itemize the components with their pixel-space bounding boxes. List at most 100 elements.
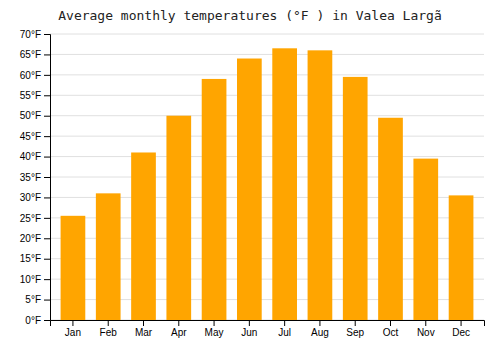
y-tick: 25°F <box>20 213 50 224</box>
y-tick: 65°F <box>20 49 50 60</box>
bar <box>272 48 297 320</box>
x-tick: Aug <box>311 320 329 338</box>
x-tick: Sep <box>346 320 364 338</box>
tick-label: Apr <box>171 327 187 338</box>
tick-mark <box>108 320 109 326</box>
x-tick: Dec <box>452 320 470 338</box>
tick-label: 55°F <box>20 90 41 101</box>
tick-mark <box>214 320 215 326</box>
tick-mark <box>72 320 73 326</box>
grid-line <box>50 74 484 75</box>
y-tick: 70°F <box>20 29 50 40</box>
x-tick: Feb <box>100 320 118 338</box>
tick-mark <box>44 279 50 280</box>
grid-line <box>50 156 484 157</box>
tick-mark <box>44 116 50 117</box>
plot-area: 0°F 5°F 10°F 15°F 20°F 25°F 30°F 35°F 40°F 45°F 50… <box>20 29 485 338</box>
grid-line <box>50 115 484 116</box>
tick-label: 0°F <box>25 315 41 326</box>
bar <box>166 116 191 320</box>
tick-mark <box>44 218 50 219</box>
tick-label: Jul <box>278 327 291 338</box>
tick-mark <box>44 75 50 76</box>
chart-container: Average monthly temperatures (°F ) in Va… <box>0 0 500 350</box>
tick-label: 30°F <box>20 192 41 203</box>
bar <box>449 195 474 320</box>
bar <box>61 216 86 320</box>
x-tick: Jun <box>241 320 257 338</box>
y-tick: 20°F <box>20 233 50 244</box>
grid-line <box>50 136 484 137</box>
bars <box>61 48 474 320</box>
x-tick: Apr <box>171 320 187 338</box>
x-tick: Oct <box>383 320 399 338</box>
tick-label: Nov <box>417 327 435 338</box>
y-tick: 35°F <box>20 172 50 183</box>
tick-mark <box>178 320 179 326</box>
y-tick: 55°F <box>20 90 50 101</box>
tick-mark <box>44 197 50 198</box>
tick-mark <box>44 157 50 158</box>
tick-label: 50°F <box>20 110 41 121</box>
tick-mark <box>319 320 320 326</box>
bar <box>308 50 333 320</box>
x-tick: Jul <box>278 320 291 338</box>
tick-mark <box>44 136 50 137</box>
y-tick: 60°F <box>20 70 50 81</box>
x-axis: Jan Feb Mar Apr May Jun Jul Aug Sep Oct Nov Dec <box>51 320 485 338</box>
tick-mark <box>461 320 462 326</box>
tick-mark <box>249 320 250 326</box>
tick-label: 5°F <box>25 294 41 305</box>
tick-label: 20°F <box>20 233 41 244</box>
tick-label: May <box>205 327 224 338</box>
tick-mark <box>284 320 285 326</box>
y-axis: 0°F 5°F 10°F 15°F 20°F 25°F 30°F 35°F 40°F 45°F 50… <box>20 29 51 326</box>
y-tick: 30°F <box>20 192 50 203</box>
tick-label: Aug <box>311 327 329 338</box>
chart-svg: Average monthly temperatures (°F ) in Va… <box>0 0 500 350</box>
tick-label: 40°F <box>20 151 41 162</box>
grid-line <box>50 54 484 55</box>
bar <box>96 193 121 320</box>
grid-line <box>50 95 484 96</box>
tick-label: Jun <box>241 327 257 338</box>
chart-title: Average monthly temperatures (°F ) in Va… <box>58 8 442 23</box>
tick-label: Oct <box>383 327 399 338</box>
tick-mark <box>44 320 50 321</box>
bar <box>131 152 156 320</box>
tick-label: 60°F <box>20 70 41 81</box>
bar <box>237 59 262 320</box>
tick-mark <box>44 300 50 301</box>
tick-mark <box>44 238 50 239</box>
bar <box>413 159 438 320</box>
tick-mark <box>390 320 391 326</box>
axis-domain <box>51 321 485 327</box>
y-tick: 10°F <box>20 274 50 285</box>
tick-label: 15°F <box>20 253 41 264</box>
tick-label: 10°F <box>20 274 41 285</box>
x-tick: Jan <box>65 320 81 338</box>
x-tick: May <box>205 320 224 338</box>
tick-label: Mar <box>135 327 153 338</box>
tick-mark <box>143 320 144 326</box>
tick-label: 45°F <box>20 131 41 142</box>
x-tick: Mar <box>135 320 153 338</box>
tick-mark <box>44 177 50 178</box>
tick-mark <box>44 54 50 55</box>
bar <box>378 118 403 320</box>
tick-label: 35°F <box>20 172 41 183</box>
x-tick: Nov <box>417 320 435 338</box>
grid-line <box>50 34 484 35</box>
axis-domain <box>44 35 51 321</box>
tick-label: 65°F <box>20 49 41 60</box>
tick-mark <box>44 34 50 35</box>
grid <box>50 34 484 320</box>
tick-label: 70°F <box>20 29 41 40</box>
tick-label: Jan <box>65 327 81 338</box>
tick-mark <box>44 259 50 260</box>
y-tick: 5°F <box>25 294 50 305</box>
bar <box>343 77 368 320</box>
y-tick: 45°F <box>20 131 50 142</box>
tick-label: Sep <box>346 327 364 338</box>
tick-label: 25°F <box>20 213 41 224</box>
